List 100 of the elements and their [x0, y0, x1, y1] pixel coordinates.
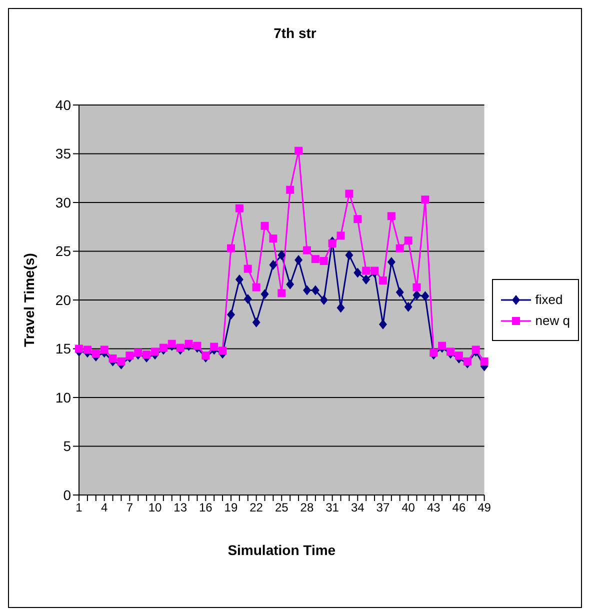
- point: [202, 352, 210, 360]
- point: [269, 234, 278, 243]
- point: [354, 215, 362, 224]
- y-tick-label: 10: [55, 389, 72, 406]
- point: [345, 250, 354, 260]
- point: [75, 344, 83, 353]
- point: [320, 295, 328, 305]
- point: [117, 357, 126, 366]
- point: [345, 190, 354, 198]
- point: [226, 310, 235, 320]
- point: [260, 222, 269, 230]
- y-tick-label: 0: [63, 486, 72, 503]
- y-tick-label: 40: [55, 96, 72, 113]
- point: [269, 260, 278, 270]
- point: [412, 290, 421, 300]
- point: [244, 264, 252, 273]
- point: [226, 244, 235, 252]
- point: [286, 279, 294, 290]
- point: [108, 354, 117, 362]
- x-tick-label: 28: [300, 500, 314, 515]
- point: [92, 350, 100, 358]
- x-tick-label: 22: [250, 500, 264, 515]
- y-tick-label: 25: [55, 243, 72, 260]
- point: [328, 239, 336, 248]
- point: [235, 274, 244, 285]
- point: [446, 348, 455, 356]
- x-tick-label: 34: [350, 500, 365, 515]
- point: [252, 317, 260, 328]
- x-tick-label: 49: [478, 500, 492, 515]
- point: [142, 350, 151, 359]
- point: [463, 357, 472, 366]
- chart-title: 7th str: [272, 25, 318, 43]
- x-tick-label: 40: [402, 500, 416, 515]
- point: [134, 348, 142, 357]
- point: [454, 352, 463, 360]
- x-tick-label: 19: [224, 500, 238, 515]
- y-tick-label: 5: [63, 438, 72, 454]
- point: [286, 186, 294, 194]
- point: [184, 340, 193, 348]
- point: [126, 352, 134, 360]
- point: [278, 289, 286, 298]
- x-tick-label: 1: [76, 500, 83, 515]
- point: [404, 236, 412, 245]
- point: [302, 246, 311, 254]
- point: [150, 348, 159, 356]
- point: [412, 283, 421, 292]
- point: [311, 285, 320, 296]
- point: [100, 346, 108, 354]
- y-tick-label: 30: [55, 194, 72, 210]
- point: [438, 342, 446, 350]
- x-tick-label: 37: [376, 500, 390, 515]
- point: [370, 266, 379, 275]
- point: [387, 212, 396, 220]
- point: [404, 302, 412, 312]
- point: [83, 346, 92, 354]
- point: [480, 357, 488, 366]
- x-tick-label: 46: [452, 500, 466, 515]
- point: [378, 319, 387, 330]
- point: [430, 348, 438, 357]
- point: [218, 346, 227, 355]
- x-tick-label: 13: [174, 500, 188, 515]
- x-tick-label: 7: [126, 500, 134, 515]
- point: [421, 291, 430, 302]
- point: [278, 250, 286, 260]
- point: [294, 146, 303, 155]
- x-tick-label: 43: [426, 500, 441, 515]
- point: [260, 289, 269, 300]
- y-tick-label: 20: [55, 292, 72, 308]
- x-axis-title: Simulation Time: [228, 542, 336, 558]
- x-tick-label: 16: [198, 500, 213, 515]
- x-tick-label: 31: [326, 500, 340, 515]
- legend-label: fixed: [535, 292, 563, 307]
- y-tick-label: 15: [55, 340, 72, 357]
- point: [472, 346, 480, 354]
- point: [387, 256, 396, 267]
- x-tick-label: 25: [274, 500, 289, 515]
- legend-label: new q: [535, 313, 570, 328]
- point: [311, 255, 320, 264]
- point: [193, 342, 202, 350]
- point: [396, 287, 404, 298]
- point: [252, 283, 260, 292]
- point: [168, 340, 176, 348]
- point: [244, 294, 252, 304]
- point: [362, 274, 370, 285]
- point: [336, 302, 345, 313]
- point: [235, 204, 244, 212]
- point: [362, 266, 370, 275]
- point: [320, 257, 328, 265]
- point: [176, 344, 184, 352]
- x-tick-label: 10: [148, 500, 162, 515]
- y-axis-title: Travel Time(s): [20, 253, 37, 347]
- point: [294, 255, 303, 266]
- point: [159, 344, 168, 352]
- point: [210, 342, 218, 351]
- point: [354, 268, 362, 278]
- point: [421, 196, 430, 204]
- point: [378, 276, 387, 284]
- point: [396, 244, 404, 252]
- point: [302, 285, 311, 296]
- y-tick-label: 35: [55, 146, 72, 162]
